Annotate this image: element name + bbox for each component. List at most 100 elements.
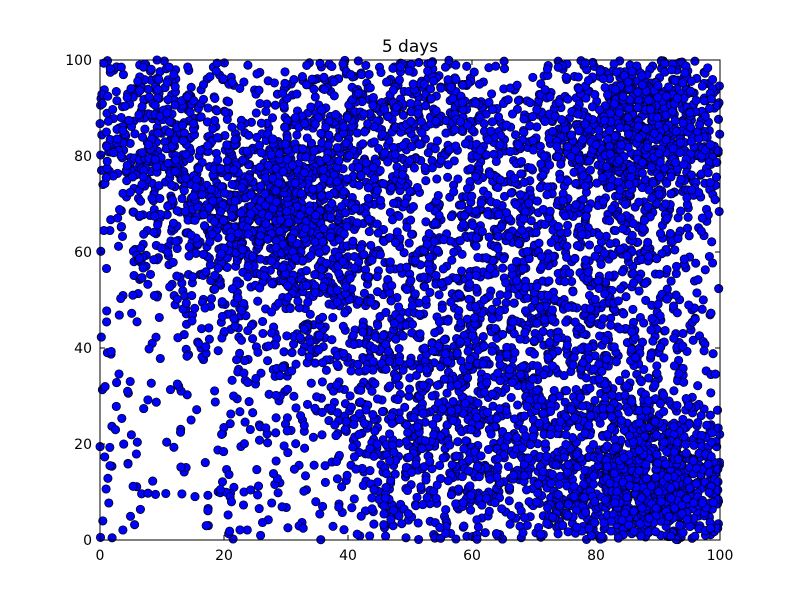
scatter-point	[358, 139, 368, 149]
scatter-point	[165, 116, 175, 127]
scatter-point	[263, 356, 273, 366]
scatter-point	[448, 396, 458, 407]
scatter-point	[230, 196, 240, 206]
scatter-point	[708, 74, 718, 85]
scatter-point	[289, 391, 299, 401]
scatter-point	[331, 110, 341, 120]
scatter-point	[217, 297, 227, 307]
scatter-point	[474, 79, 485, 89]
scatter-point	[324, 190, 334, 201]
scatter-point	[604, 126, 615, 136]
scatter-point	[563, 94, 573, 104]
scatter-point	[372, 287, 383, 297]
scatter-point	[588, 479, 599, 489]
scatter-point	[394, 380, 404, 390]
scatter-point	[301, 266, 311, 276]
scatter-point	[137, 148, 147, 158]
scatter-point	[513, 400, 523, 410]
scatter-point	[103, 116, 113, 126]
scatter-point	[298, 144, 308, 154]
scatter-point	[279, 101, 289, 111]
scatter-point	[186, 230, 196, 240]
scatter-point	[113, 241, 124, 251]
scatter-point	[609, 468, 619, 478]
scatter-point	[143, 84, 153, 94]
scatter-point	[441, 505, 451, 515]
scatter-point	[613, 177, 623, 187]
scatter-point	[405, 98, 416, 109]
scatter-point	[681, 439, 691, 450]
scatter-point	[393, 395, 403, 405]
scatter-point	[264, 211, 274, 221]
scatter-point	[665, 228, 675, 239]
scatter-point	[332, 474, 342, 484]
scatter-point	[377, 129, 387, 139]
scatter-point	[354, 180, 364, 190]
scatter-point	[628, 219, 638, 229]
scatter-point	[329, 91, 339, 101]
scatter-point	[495, 376, 505, 386]
scatter-point	[126, 84, 136, 94]
scatter-point	[519, 177, 529, 187]
scatter-point	[533, 488, 543, 498]
scatter-point	[673, 233, 683, 244]
scatter-point	[340, 308, 350, 318]
scatter-point	[443, 75, 453, 85]
scatter-point	[561, 439, 571, 450]
scatter-point	[497, 504, 507, 514]
scatter-point	[487, 314, 497, 324]
scatter-point	[340, 425, 350, 435]
scatter-point	[388, 198, 399, 208]
scatter-point	[310, 287, 320, 298]
scatter-point	[652, 112, 662, 123]
scatter-point	[479, 295, 489, 305]
scatter-point	[317, 191, 327, 201]
scatter-point	[244, 397, 254, 407]
scatter-point	[483, 444, 493, 455]
scatter-point	[305, 309, 315, 319]
scatter-point	[713, 114, 724, 124]
scatter-point	[235, 348, 245, 358]
scatter-point	[359, 288, 369, 298]
scatter-point	[206, 294, 217, 304]
scatter-point	[203, 141, 213, 151]
scatter-point	[137, 102, 147, 112]
scatter-point	[623, 520, 634, 530]
scatter-point	[352, 529, 362, 539]
scatter-point	[348, 330, 358, 340]
scatter-point	[381, 307, 391, 317]
scatter-point	[253, 347, 263, 357]
scatter-point	[669, 386, 679, 396]
scatter-point	[490, 323, 500, 334]
scatter-point	[153, 220, 163, 230]
scatter-point	[365, 466, 375, 476]
scatter-point	[274, 298, 284, 308]
scatter-point	[259, 271, 269, 281]
scatter-point	[661, 91, 671, 101]
scatter-point	[153, 85, 163, 95]
scatter-point	[474, 472, 484, 482]
scatter-point	[453, 437, 463, 447]
scatter-point	[243, 261, 253, 271]
scatter-point	[684, 231, 694, 241]
scatter-point	[562, 340, 572, 350]
scatter-point	[275, 226, 285, 236]
scatter-point	[395, 415, 405, 425]
scatter-point	[526, 216, 536, 226]
scatter-point	[341, 417, 351, 427]
scatter-point	[660, 326, 670, 336]
scatter-point	[171, 155, 181, 165]
scatter-point	[358, 480, 368, 491]
scatter-point	[616, 284, 626, 294]
scatter-point	[326, 232, 336, 242]
scatter-point	[506, 511, 516, 521]
scatter-point	[573, 72, 583, 82]
scatter-point	[149, 227, 159, 237]
scatter-point	[139, 62, 149, 72]
scatter-point	[163, 158, 173, 168]
scatter-point	[186, 415, 196, 425]
scatter-point	[334, 156, 344, 166]
scatter-point	[684, 300, 694, 310]
scatter-point	[116, 221, 126, 232]
scatter-point	[332, 359, 342, 369]
